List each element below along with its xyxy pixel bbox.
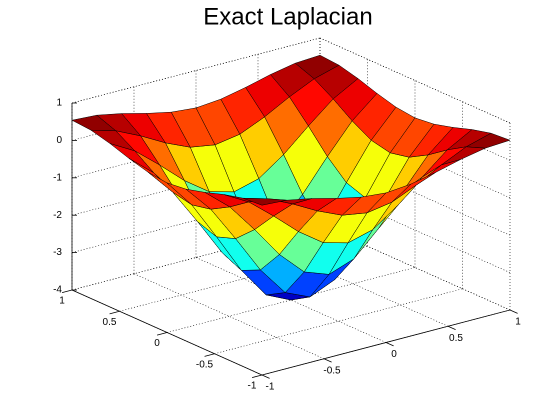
- y-tick-label: 0: [154, 338, 160, 349]
- z-tick-label: -1: [53, 172, 62, 183]
- x-tick-label: -0.5: [323, 365, 341, 376]
- x-tick-label: 0.5: [449, 333, 463, 344]
- y-tick-label: -0.5: [196, 359, 214, 370]
- tick-mark: [251, 374, 263, 378]
- x-axis: [261, 309, 511, 376]
- tick-mark: [156, 332, 168, 336]
- x-tick-label: 0: [391, 349, 397, 360]
- z-tick-label: 0: [56, 135, 62, 146]
- x-tick-label: -1: [266, 382, 275, 393]
- y-tick-label: 1: [59, 296, 65, 307]
- x-tick-label: 1: [515, 317, 521, 328]
- chart-title: Exact Laplacian: [203, 3, 372, 30]
- tick-mark: [509, 309, 518, 314]
- z-tick-label: -4: [53, 285, 62, 296]
- tick-mark: [261, 374, 270, 379]
- z-tick-label: 1: [56, 98, 62, 109]
- y-axis: [71, 289, 263, 376]
- y-tick-label: -1: [248, 381, 257, 392]
- grid-line: [71, 37, 321, 104]
- grid-line: [166, 267, 416, 333]
- tick-mark: [61, 289, 73, 293]
- tick-mark: [447, 325, 456, 331]
- tick-mark: [385, 342, 394, 347]
- tick-mark: [109, 310, 120, 315]
- z-tick-label: -3: [53, 247, 62, 258]
- y-tick-label: 0.5: [103, 317, 117, 328]
- z-tick-label: -2: [53, 210, 62, 221]
- grid-line: [214, 288, 463, 355]
- surface-patch: [242, 197, 287, 206]
- tick-mark: [204, 353, 215, 357]
- tick-mark: [323, 358, 332, 363]
